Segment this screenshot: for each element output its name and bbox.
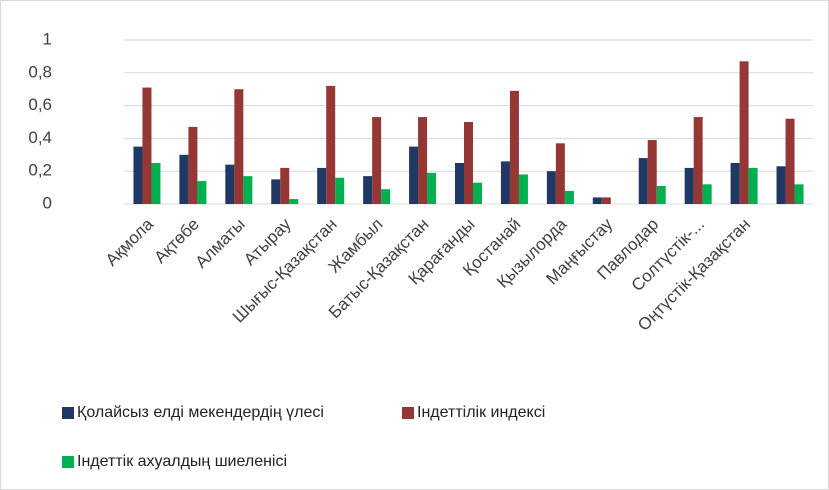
bar xyxy=(151,163,161,204)
y-tick-label: 0,4 xyxy=(28,128,52,147)
bar xyxy=(381,189,391,204)
bar xyxy=(289,199,299,204)
bar xyxy=(776,166,786,204)
bar xyxy=(601,197,611,204)
bar xyxy=(179,154,189,204)
bar xyxy=(702,184,712,204)
bar xyxy=(500,161,510,204)
bar xyxy=(197,181,207,204)
bar xyxy=(409,146,419,204)
bar xyxy=(794,184,804,204)
bar xyxy=(335,177,345,204)
bar xyxy=(317,167,327,204)
bar xyxy=(280,167,290,204)
bar xyxy=(418,117,428,204)
bar xyxy=(546,171,556,204)
y-tick-label: 1 xyxy=(43,29,52,48)
bar xyxy=(739,61,749,204)
y-tick-label: 0,8 xyxy=(28,62,52,81)
bar xyxy=(188,126,198,204)
legend-label: Індеттік ахуалдың шиеленісі xyxy=(77,453,287,470)
bar xyxy=(638,158,648,204)
y-tick-label: 0 xyxy=(43,193,52,212)
y-tick-label: 0,2 xyxy=(28,161,52,180)
bar xyxy=(730,163,740,204)
bar xyxy=(234,89,244,204)
bar xyxy=(133,146,143,204)
bar xyxy=(518,174,528,204)
bar xyxy=(473,182,482,204)
legend-swatch xyxy=(402,407,414,419)
bar xyxy=(564,190,574,204)
bar xyxy=(647,140,657,204)
bar xyxy=(509,90,519,204)
legend-swatch xyxy=(62,407,74,419)
bar xyxy=(455,163,464,204)
bar xyxy=(225,164,235,204)
bar xyxy=(785,118,795,204)
bar xyxy=(748,167,758,204)
bar xyxy=(326,85,336,204)
bar xyxy=(592,197,602,204)
bar xyxy=(693,117,703,204)
legend-swatch xyxy=(62,456,74,468)
bar xyxy=(656,185,666,204)
bar xyxy=(684,167,694,204)
bar xyxy=(555,143,565,204)
bar xyxy=(427,172,437,204)
legend-label: Қолайсыз елді мекендердің үлесі xyxy=(77,404,324,421)
bar xyxy=(464,122,473,204)
y-tick-label: 0,6 xyxy=(28,95,52,114)
bar xyxy=(243,176,253,204)
bar xyxy=(363,176,373,204)
bar xyxy=(142,87,152,204)
bar xyxy=(271,179,281,204)
legend-label: Індеттілік индексі xyxy=(417,404,545,421)
bar xyxy=(372,117,382,204)
